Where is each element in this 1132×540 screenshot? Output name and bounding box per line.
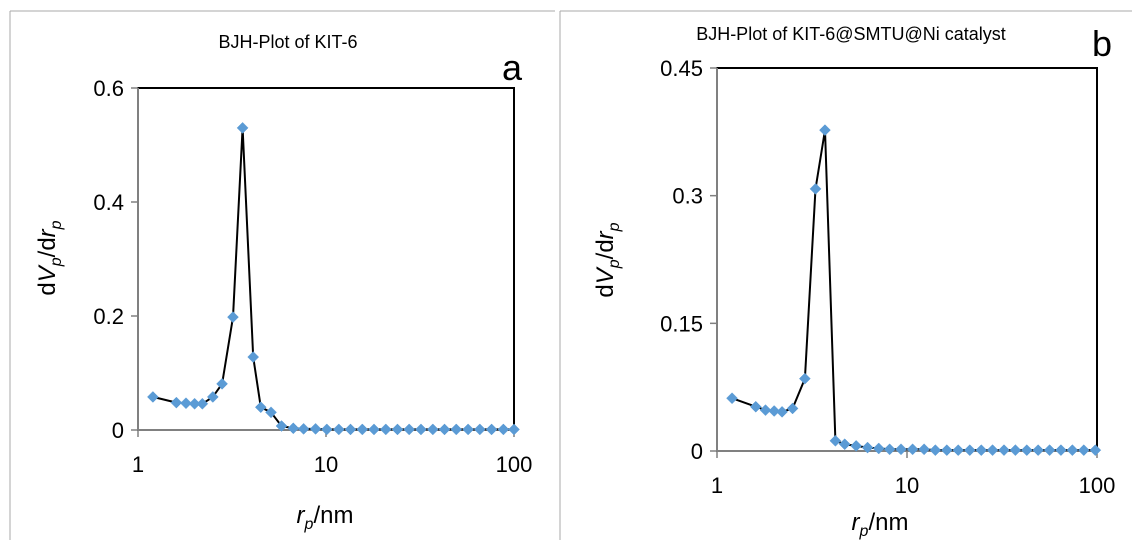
chart-a-data-point	[206, 391, 219, 403]
chart-a-data-point	[275, 420, 288, 432]
chart-a-data-point	[297, 423, 310, 435]
chart-b-data-point	[768, 405, 781, 417]
chart-a: BJH-Plot of KIT-6 a dVp/drp rp/nm 0 0.2 0.…	[34, 32, 532, 533]
chart-b-series-line	[731, 129, 1096, 452]
chart-a-data-point	[485, 423, 498, 436]
chart-a-y-tick-label: 0.6	[93, 76, 124, 101]
chart-a-data-point	[415, 423, 427, 436]
chart-a-data-point	[450, 423, 463, 436]
chart-b-data-point	[786, 402, 799, 415]
chart-a-title: BJH-Plot of KIT-6	[218, 32, 357, 52]
chart-b-data-point	[759, 404, 772, 417]
chart-a-y-tick-label: 0.4	[93, 190, 124, 215]
chart-b-data-point	[952, 444, 965, 457]
chart-b-data-point	[799, 372, 811, 385]
chart-b-data-point	[1077, 444, 1090, 457]
chart-b-x-tick-label: 1	[711, 473, 723, 498]
chart-b-data-point	[986, 444, 999, 457]
chart-a-series-line	[152, 126, 514, 431]
chart-b-data-point	[829, 434, 842, 447]
chart-b-data-point	[776, 405, 788, 418]
chart-b-y-tick-label: 0.15	[660, 311, 703, 336]
chart-a-data-point	[216, 377, 228, 390]
chart-a-data-point	[379, 423, 392, 436]
chart-b-data-point	[918, 443, 930, 456]
chart-a-y-tick-label: 0.2	[93, 304, 124, 329]
chart-a-data-point	[196, 397, 209, 410]
chart-b-data-point	[809, 183, 822, 195]
chart-b-data-point	[906, 443, 919, 456]
chart-b-data-point	[895, 443, 907, 456]
chart-b-data-point	[940, 444, 953, 457]
chart-a-data-point	[180, 397, 192, 410]
chart-b-x-tick-label: 100	[1079, 473, 1116, 498]
chart-a-x-axis-label: rp/nm	[297, 502, 354, 533]
chart-a-data-point	[320, 423, 333, 436]
chart-a-data-point	[438, 423, 451, 436]
chart-a-data-point	[368, 423, 380, 436]
chart-b-plot-frame	[716, 67, 1098, 452]
chart-b-data-point	[1020, 444, 1033, 457]
chart-b-y-axis-label: dVp/drp	[592, 222, 623, 297]
chart-a-data-point	[426, 423, 439, 436]
chart-a-data-point	[247, 351, 260, 363]
chart-a-plot-frame	[137, 87, 515, 431]
chart-b-data-point	[1055, 444, 1067, 457]
chart-b-title: BJH-Plot of KIT-6@SMTU@Ni catalyst	[696, 24, 1006, 44]
chart-a-y-tick-label: 0	[112, 418, 124, 443]
chart-a-data-point	[497, 423, 510, 436]
chart-b-data-point	[883, 443, 896, 456]
chart-b-data-point	[726, 392, 738, 405]
chart-b-data-point	[1009, 444, 1022, 457]
chart-a-x-tick-label: 100	[496, 452, 533, 477]
chart-b-data-point	[838, 438, 851, 451]
chart-b-data-point	[749, 400, 762, 413]
chart-a-data-point	[147, 391, 159, 403]
chart-b-data-point	[1066, 444, 1079, 457]
chart-a-data-point	[265, 406, 277, 419]
chart-a-y-axis-label: dVp/drp	[34, 220, 65, 295]
chart-b-data-point	[819, 124, 831, 136]
chart-b-x-tick-label: 10	[895, 473, 919, 498]
chart-a-data-point	[391, 423, 404, 436]
chart-a-data-point	[188, 397, 201, 410]
chart-a-data-point	[236, 122, 249, 134]
chart-b-panel-letter: b	[1092, 23, 1112, 64]
chart-a-data-point	[170, 396, 183, 409]
chart-a-data-point	[309, 423, 322, 435]
chart-b-data-point	[850, 440, 863, 452]
chart-a-panel-letter: a	[502, 47, 523, 88]
chart-b-data-point	[861, 441, 874, 454]
chart-b-data-point	[1032, 444, 1044, 457]
chart-a-data-point	[403, 423, 416, 436]
chart-b-data-point	[975, 444, 988, 457]
chart-a-data-point	[227, 311, 239, 323]
chart-a-data-point	[287, 422, 300, 435]
chart-b-data-point	[1043, 444, 1056, 457]
chart-b: BJH-Plot of KIT-6@SMTU@Ni catalyst b dVp…	[592, 23, 1115, 540]
chart-b-y-tick-label: 0	[691, 439, 703, 464]
chart-a-x-tick-label: 10	[314, 452, 338, 477]
chart-a-data-point	[344, 423, 357, 436]
chart-b-y-tick-label: 0.3	[672, 184, 703, 209]
chart-b-data-point	[872, 442, 885, 455]
chart-a-data-point	[462, 423, 474, 436]
chart-b-x-axis-label: rp/nm	[852, 509, 909, 540]
chart-a-data-point	[356, 423, 369, 436]
chart-a-data-point	[254, 401, 267, 414]
chart-b-y-tick-label: 0.45	[660, 56, 703, 81]
chart-a-data-point	[332, 423, 345, 436]
chart-b-data-point	[929, 444, 942, 457]
chart-b-data-point	[963, 444, 976, 457]
chart-a-x-tick-label: 1	[132, 452, 144, 477]
chart-a-data-point	[473, 423, 486, 436]
chart-a-data-point	[508, 423, 520, 436]
chart-b-data-point	[998, 444, 1010, 457]
chart-b-data-point	[1089, 444, 1102, 457]
